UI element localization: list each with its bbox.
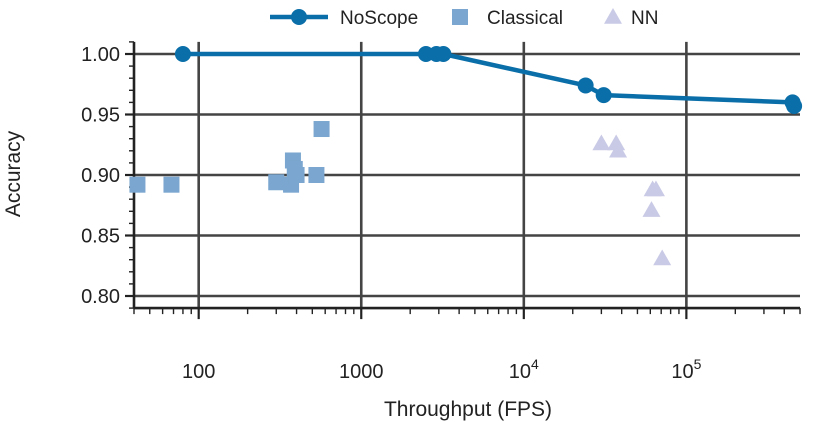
noscope-line (182, 51, 797, 107)
x-tick-labels: 100 1000 104 105 (182, 356, 702, 383)
grid (134, 41, 800, 309)
noscope-point (174, 46, 191, 62)
nn-point (607, 134, 626, 151)
legend-label-noscope: NoScope (340, 8, 418, 29)
noscope-point (435, 46, 452, 62)
legend-item-classical: Classical (452, 8, 563, 29)
noscope-point (595, 87, 612, 104)
legend-label-nn: NN (631, 8, 658, 29)
classical-series (129, 121, 330, 193)
x-tick-label: 1000 (339, 361, 384, 383)
nn-point (646, 180, 665, 197)
legend-marker-nn (604, 8, 622, 24)
legend-marker-noscope (291, 9, 307, 25)
legend-item-noscope: NoScope (270, 8, 418, 29)
noscope-point (577, 77, 594, 94)
axes (125, 41, 801, 320)
x-tick-label: 104 (509, 356, 539, 383)
x-tick-label: 105 (671, 356, 701, 383)
classical-point (308, 167, 325, 183)
y-tick-label: 1.00 (81, 44, 120, 66)
x-tick-exponent: 4 (531, 356, 539, 372)
legend-marker-classical (452, 9, 468, 25)
y-axis-title: Accuracy (2, 130, 25, 217)
classical-point (268, 174, 285, 191)
nn-point (592, 134, 611, 151)
classical-point (129, 176, 146, 193)
y-tick-label: 0.95 (81, 105, 120, 127)
x-tick-label: 100 (182, 361, 215, 383)
classical-point (288, 167, 305, 183)
nn-series (592, 134, 672, 266)
classical-point (163, 176, 180, 193)
classical-point (313, 121, 330, 138)
legend-label-classical: Classical (487, 8, 563, 29)
y-tick-labels: 0.80 0.85 0.90 0.95 1.00 (81, 44, 120, 308)
nn-point (653, 249, 672, 266)
noscope-point (786, 98, 803, 115)
nn-point (609, 141, 628, 158)
x-tick-exponent: 5 (694, 356, 702, 372)
x-axis-title: Throughput (FPS) (384, 398, 552, 421)
y-tick-label: 0.90 (81, 165, 120, 187)
legend: NoScope Classical NN (270, 8, 658, 29)
y-tick-label: 0.80 (81, 286, 120, 308)
nn-point (642, 201, 661, 217)
y-tick-label: 0.85 (81, 226, 120, 248)
data-marks (129, 46, 803, 266)
legend-item-nn: NN (604, 8, 658, 29)
noscope-series (174, 46, 803, 115)
